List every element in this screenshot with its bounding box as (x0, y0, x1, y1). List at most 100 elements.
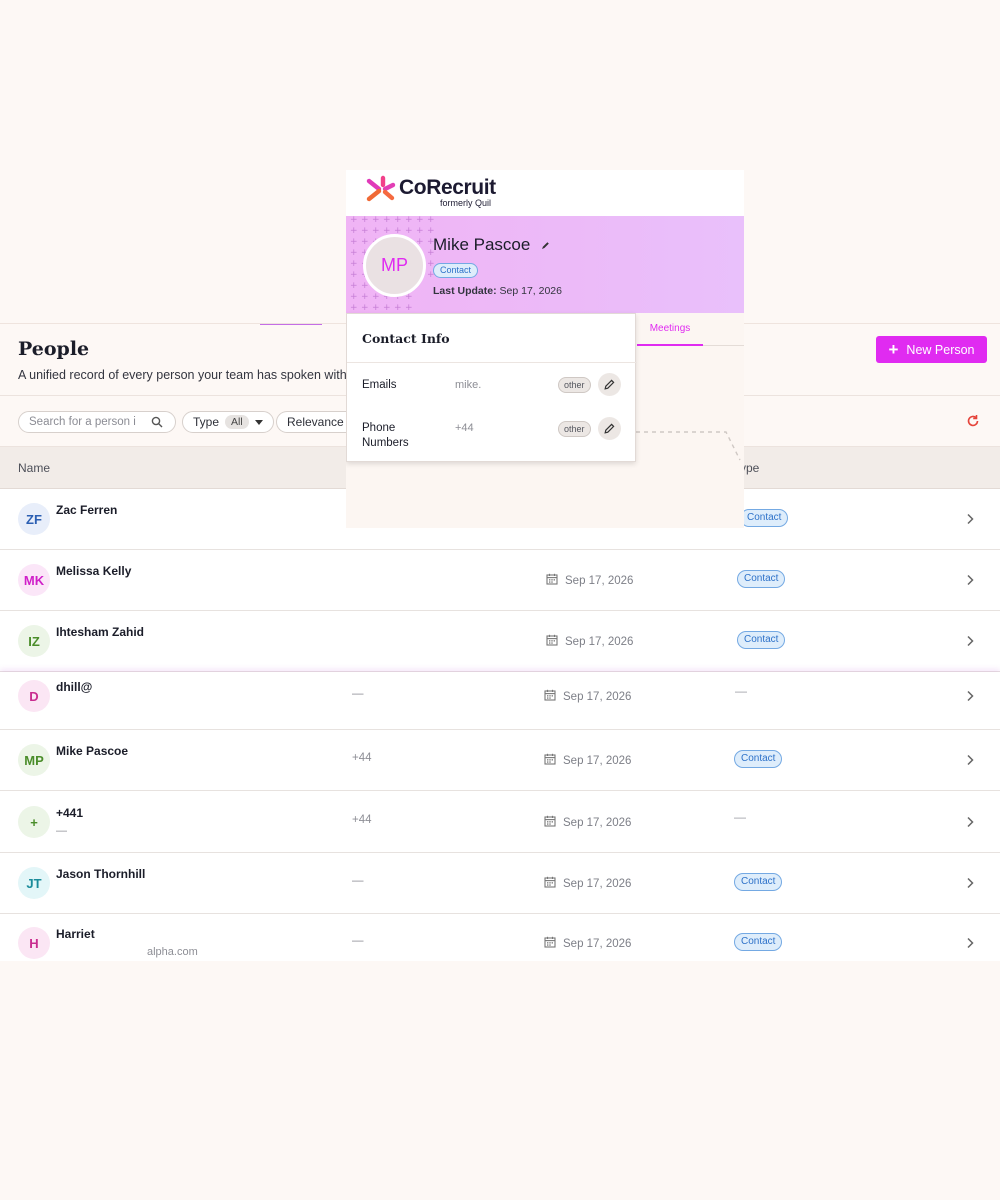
date-text: Sep 17, 2026 (565, 574, 634, 587)
last-update-cell: Sep 17, 2026 (544, 876, 631, 891)
brand-subtitle: formerly Quil (440, 198, 492, 208)
table-row[interactable]: MK Melissa Kelly Sep 17, 2026 Contact (0, 550, 1000, 611)
phone-cell: +44 (352, 814, 372, 826)
plus-pattern-mark: + (350, 248, 358, 258)
phone-cell: — (352, 935, 364, 947)
person-subtext: alpha.com (147, 946, 198, 958)
type-filter-dropdown[interactable]: Type All (182, 411, 274, 433)
edit-email-button[interactable] (598, 373, 621, 396)
contact-info-title: Contact Info (362, 331, 450, 346)
avatar: ZF (18, 503, 50, 535)
corecruit-logo-icon (366, 175, 396, 202)
plus-pattern-mark: + (394, 226, 402, 236)
person-name[interactable]: Ihtesham Zahid (56, 625, 145, 639)
last-update-cell: Sep 17, 2026 (544, 936, 631, 951)
person-name[interactable]: Mike Pascoe (56, 744, 129, 758)
avatar: JT (18, 867, 50, 899)
date-text: Sep 17, 2026 (565, 635, 634, 648)
phone-label-line-2: Numbers (362, 436, 409, 449)
plus-pattern-mark: + (350, 292, 358, 302)
plus-pattern-mark: + (394, 292, 402, 302)
phone-value: +44 (455, 422, 474, 434)
plus-pattern-mark: + (361, 281, 369, 291)
last-update-cell: Sep 17, 2026 (544, 689, 631, 704)
plus-pattern-mark: + (372, 303, 380, 313)
plus-pattern-mark: + (383, 216, 391, 225)
plus-pattern-mark: + (372, 226, 380, 236)
profile-name: Mike Pascoe (433, 235, 531, 254)
table-row[interactable]: MP Mike Pascoe +44 Sep 17, 2026 Contact (0, 730, 1000, 791)
calendar-icon (546, 573, 558, 588)
refresh-icon[interactable] (966, 414, 980, 428)
plus-pattern-mark: + (416, 237, 424, 247)
person-name[interactable]: Melissa Kelly (56, 564, 132, 578)
column-header-type: ype (740, 461, 760, 475)
email-type-chip: other (558, 377, 591, 393)
chevron-right-icon[interactable] (966, 635, 974, 647)
type-badge: Contact (737, 631, 786, 649)
last-update-cell: Sep 17, 2026 (544, 815, 631, 830)
chevron-right-icon[interactable] (966, 690, 974, 702)
email-value: mike. (455, 379, 482, 391)
date-text: Sep 17, 2026 (563, 937, 632, 950)
last-update-cell: Sep 17, 2026 (546, 634, 633, 649)
tab-divider (703, 345, 744, 346)
date-text: Sep 17, 2026 (563, 754, 632, 767)
person-name[interactable]: dhill@ (56, 680, 93, 694)
last-update-value: Sep 17, 2026 (499, 285, 562, 297)
date-text: Sep 17, 2026 (563, 816, 632, 829)
relevance-label: Relevance (287, 415, 344, 429)
chevron-down-icon (254, 419, 263, 425)
table-row[interactable]: IZ Ihtesham Zahid Sep 17, 2026 Contact (0, 611, 1000, 672)
plus-pattern-mark: + (394, 303, 402, 313)
plus-pattern-mark: + (350, 237, 358, 247)
pencil-icon (604, 379, 615, 390)
calendar-icon (544, 689, 556, 704)
chevron-right-icon[interactable] (966, 877, 974, 889)
profile-type-badge: Contact (433, 263, 479, 278)
plus-pattern-mark: + (350, 281, 358, 291)
chevron-right-icon[interactable] (966, 513, 974, 525)
relevance-sort-dropdown[interactable]: Relevance (276, 411, 356, 433)
last-update-cell: Sep 17, 2026 (544, 753, 631, 768)
table-row[interactable]: + +441 — +44 Sep 17, 2026 — (0, 791, 1000, 853)
edit-name-pencil-icon[interactable] (541, 241, 550, 250)
plus-pattern-mark: + (372, 216, 380, 225)
calendar-icon (546, 634, 558, 649)
emails-label: Emails (362, 379, 397, 391)
plus-pattern-mark: + (350, 270, 358, 280)
new-person-button[interactable]: + New Person (876, 336, 987, 363)
tab-meetings[interactable]: Meetings (637, 313, 703, 346)
edit-phone-button[interactable] (598, 417, 621, 440)
chevron-right-icon[interactable] (966, 574, 974, 586)
plus-pattern-mark: + (372, 292, 380, 302)
avatar: + (18, 806, 50, 838)
avatar: IZ (18, 625, 50, 657)
plus-pattern-mark: + (416, 226, 424, 236)
person-name[interactable]: Zac Ferren (56, 503, 118, 517)
chevron-right-icon[interactable] (966, 937, 974, 949)
chevron-right-icon[interactable] (966, 816, 974, 828)
table-row[interactable]: JT Jason Thornhill — Sep 17, 2026 Contact (0, 853, 1000, 914)
plus-pattern-mark: + (361, 216, 369, 225)
plus-pattern-mark: + (350, 303, 358, 313)
search-placeholder: Search for a person i (29, 416, 136, 428)
plus-pattern-mark: + (427, 259, 435, 269)
person-name[interactable]: Jason Thornhill (56, 867, 146, 881)
plus-pattern-mark: + (427, 226, 435, 236)
person-name[interactable]: +441 (56, 806, 84, 820)
table-row[interactable]: H Harriet alpha.com — Sep 17, 2026 Contact (0, 914, 1000, 961)
search-input[interactable]: Search for a person i (18, 411, 176, 433)
table-row[interactable]: Ddhill@ — Sep 17, 2026 — (0, 672, 1000, 730)
plus-pattern-mark: + (427, 248, 435, 258)
plus-pattern-mark: + (350, 259, 358, 269)
profile-hero-banner: + + + + + + + + + + + + + + + + + + + + + + + + + + + + + + + + + + + + + + + +… (346, 216, 744, 313)
phone-type-chip: other (558, 421, 591, 437)
contact-info-popup: Contact Info Emails mike. other Phone Num… (346, 313, 637, 462)
person-name[interactable]: Harriet (56, 927, 95, 941)
plus-pattern-mark: + (361, 226, 369, 236)
date-text: Sep 17, 2026 (563, 690, 632, 703)
person-subtext: — (56, 825, 67, 837)
chevron-right-icon[interactable] (966, 754, 974, 766)
